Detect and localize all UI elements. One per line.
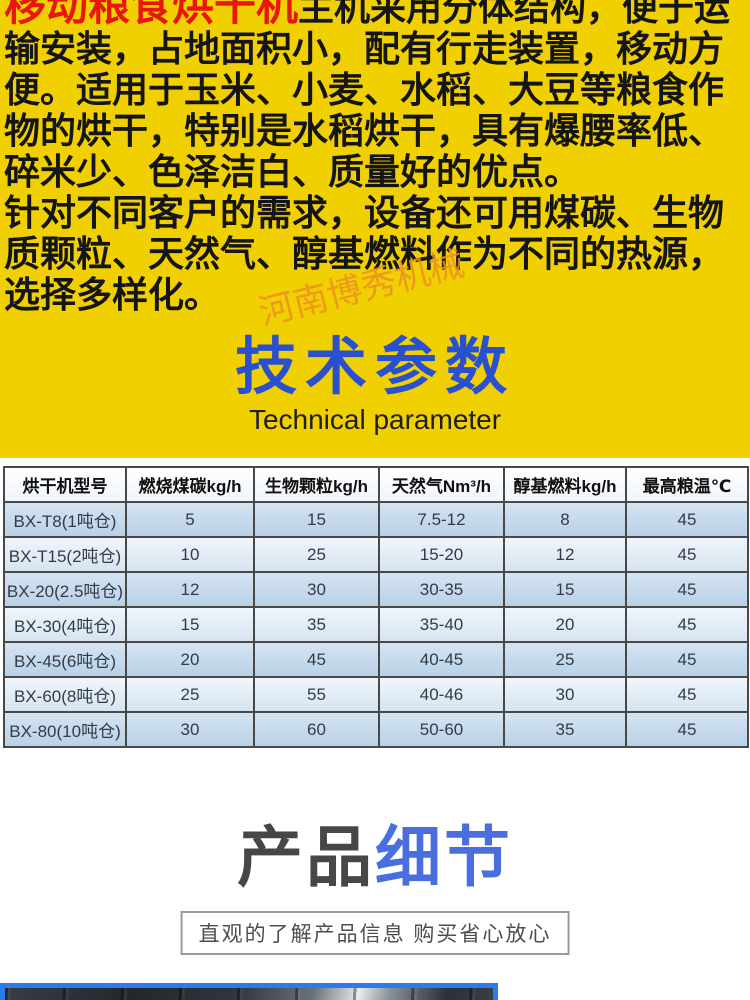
table-row: BX-20(2.5吨仓) 12 30 30-35 15 45 [3, 571, 749, 608]
intro-paragraph-1: 移动粮食烘干机主机采用分体结构，便于运输安装，占地面积小，配有行走装置，移动方便… [0, 0, 750, 192]
value-cell: 45 [625, 676, 749, 713]
value-cell: 60 [253, 711, 380, 748]
value-cell: 20 [125, 641, 255, 678]
value-cell: 7.5-12 [378, 501, 505, 538]
value-cell: 45 [253, 641, 380, 678]
value-cell: 45 [625, 711, 749, 748]
value-cell: 30-35 [378, 571, 505, 608]
table-row: BX-T15(2吨仓) 10 25 15-20 12 45 [3, 536, 749, 573]
value-cell: 15-20 [378, 536, 505, 573]
column-header: 天然气Nm³/h [378, 466, 505, 503]
value-cell: 30 [125, 711, 255, 748]
value-cell: 10 [125, 536, 255, 573]
tech-params-title: 技术参数 [234, 333, 515, 402]
column-header: 生物颗粒kg/h [253, 466, 380, 503]
value-cell: 15 [503, 571, 627, 608]
model-cell: BX-45(6吨仓) [3, 641, 127, 678]
spec-table: 烘干机型号 燃烧煤碳kg/h 生物颗粒kg/h 天然气Nm³/h 醇基燃料kg/h 最高粮… [3, 466, 749, 748]
model-cell: BX-T15(2吨仓) [3, 536, 127, 573]
model-cell: BX-80(10吨仓) [3, 711, 127, 748]
value-cell: 45 [625, 641, 749, 678]
value-cell: 15 [125, 606, 255, 643]
model-cell: BX-60(8吨仓) [3, 676, 127, 713]
value-cell: 12 [503, 536, 627, 573]
value-cell: 5 [125, 501, 255, 538]
product-photo [0, 983, 498, 1000]
details-tagline: 直观的了解产品信息 购买省心放心 [180, 911, 570, 955]
intro-paragraph-1-text: 主机采用分体结构，便于运输安装，占地面积小，配有行走装置，移动方便。适用于玉米、… [4, 0, 731, 192]
value-cell: 45 [625, 606, 749, 643]
table-row: BX-30(4吨仓) 15 35 35-40 20 45 [3, 606, 749, 643]
model-cell: BX-20(2.5吨仓) [3, 571, 127, 608]
value-cell: 35 [253, 606, 380, 643]
column-header: 最高粮温℃ [625, 466, 749, 503]
table-header-row: 烘干机型号 燃烧煤碳kg/h 生物颗粒kg/h 天然气Nm³/h 醇基燃料kg/h 最高粮… [3, 466, 749, 503]
model-cell: BX-T8(1吨仓) [3, 501, 127, 538]
value-cell: 45 [625, 536, 749, 573]
column-header: 烘干机型号 [3, 466, 127, 503]
value-cell: 12 [125, 571, 255, 608]
value-cell: 25 [503, 641, 627, 678]
value-cell: 50-60 [378, 711, 505, 748]
value-cell: 40-45 [378, 641, 505, 678]
intro-paragraph-2: 针对不同客户的需求，设备还可用煤碳、生物质颗粒、天然气、醇基燃料作为不同的热源，… [4, 192, 725, 315]
value-cell: 15 [253, 501, 380, 538]
intro-section: 移动粮食烘干机主机采用分体结构，便于运输安装，占地面积小，配有行走装置，移动方便… [0, 0, 750, 458]
details-title-dark: 产品 [237, 820, 375, 894]
table-row: BX-80(10吨仓) 30 60 50-60 35 45 [3, 711, 749, 748]
value-cell: 30 [253, 571, 380, 608]
table-row: BX-45(6吨仓) 20 45 40-45 25 45 [3, 641, 749, 678]
details-title: 产品细节 [0, 804, 750, 900]
details-title-blue: 细节 [375, 820, 513, 894]
table-row: BX-60(8吨仓) 25 55 40-46 30 45 [3, 676, 749, 713]
model-cell: BX-30(4吨仓) [3, 606, 127, 643]
value-cell: 20 [503, 606, 627, 643]
spec-table-body: BX-T8(1吨仓) 5 15 7.5-12 8 45 BX-T15(2吨仓) 10 25 15-… [3, 501, 749, 748]
product-name-highlight: 移动粮食烘干机 [4, 0, 299, 29]
value-cell: 40-46 [378, 676, 505, 713]
value-cell: 55 [253, 676, 380, 713]
column-header: 醇基燃料kg/h [503, 466, 627, 503]
value-cell: 45 [625, 501, 749, 538]
table-row: BX-T8(1吨仓) 5 15 7.5-12 8 45 [3, 501, 749, 538]
value-cell: 25 [253, 536, 380, 573]
value-cell: 25 [125, 676, 255, 713]
value-cell: 35-40 [378, 606, 505, 643]
value-cell: 8 [503, 501, 627, 538]
tech-params-subtitle: Technical parameter [248, 404, 502, 435]
value-cell: 45 [625, 571, 749, 608]
column-header: 燃烧煤碳kg/h [125, 466, 255, 503]
value-cell: 30 [503, 676, 627, 713]
value-cell: 35 [503, 711, 627, 748]
